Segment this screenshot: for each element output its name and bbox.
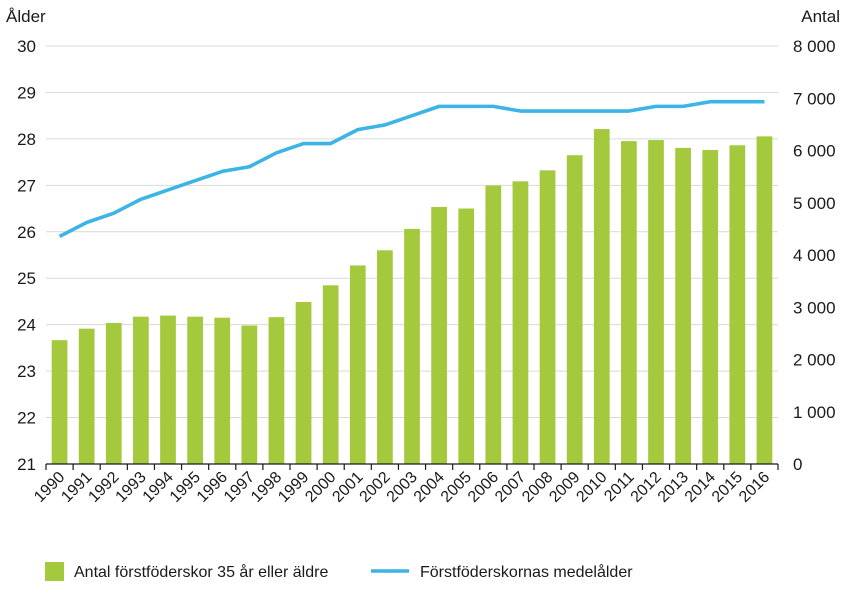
bar xyxy=(512,181,529,464)
bar xyxy=(160,315,176,464)
left-tick-label: 24 xyxy=(17,316,36,335)
bar xyxy=(648,140,664,465)
bar xyxy=(214,317,231,464)
x-tick-label: 2005 xyxy=(438,469,475,506)
bar xyxy=(78,328,95,464)
bar xyxy=(566,155,583,464)
x-tick-label: 2013 xyxy=(655,469,692,506)
x-tick-label: 2006 xyxy=(465,469,502,506)
left-tick-label: 22 xyxy=(17,409,36,428)
left-tick-label: 21 xyxy=(17,455,36,474)
x-tick-label: 2009 xyxy=(546,469,583,506)
x-tick-label: 2002 xyxy=(357,469,394,506)
legend-bar-label: Antal förstföderskor 35 år eller äldre xyxy=(74,563,328,581)
x-tick-label: 1996 xyxy=(194,469,231,506)
x-tick-label: 1998 xyxy=(248,469,285,506)
x-tick-label: 2008 xyxy=(519,469,556,506)
right-tick-label: 2 000 xyxy=(793,351,836,370)
left-tick-label: 23 xyxy=(17,362,36,381)
x-tick-label: 2014 xyxy=(682,469,719,506)
x-tick-label: 1994 xyxy=(140,469,177,506)
right-tick-label: 6 000 xyxy=(793,142,836,161)
bar xyxy=(458,208,475,464)
x-tick-label: 1992 xyxy=(85,469,122,506)
x-tick-label: 1997 xyxy=(221,469,258,506)
bar xyxy=(621,141,637,464)
x-tick-label: 2012 xyxy=(628,469,665,506)
x-axis-ticks: 1990199119921993199419951996199719981999… xyxy=(31,464,779,506)
legend: Antal förstföderskor 35 år eller äldre F… xyxy=(45,562,633,581)
bar xyxy=(322,285,339,464)
bar xyxy=(404,228,420,464)
right-axis-tick-labels: 0 1 000 2 000 3 000 4 000 5 000 6 000 7 000 8 00… xyxy=(793,37,836,474)
legend-bar-swatch xyxy=(45,562,64,581)
x-tick-label: 2010 xyxy=(573,469,610,506)
line-series xyxy=(58,99,765,239)
bar xyxy=(702,149,719,465)
bar xyxy=(133,316,149,464)
left-tick-label: 25 xyxy=(17,269,36,288)
right-axis-title: Antal xyxy=(801,7,840,26)
left-tick-label: 29 xyxy=(17,83,36,102)
bar xyxy=(539,170,556,465)
bar xyxy=(349,265,366,464)
bar xyxy=(51,340,68,464)
right-tick-label: 5 000 xyxy=(793,194,836,213)
right-tick-label: 8 000 xyxy=(793,37,836,56)
x-tick-label: 1999 xyxy=(275,469,312,506)
x-tick-label: 1990 xyxy=(31,469,68,506)
bar-series xyxy=(51,129,773,465)
bar xyxy=(593,129,610,464)
x-tick-label: 1993 xyxy=(113,469,150,506)
x-tick-label: 2003 xyxy=(384,469,421,506)
right-tick-label: 3 000 xyxy=(793,298,836,317)
bar xyxy=(295,302,312,464)
x-tick-label: 2000 xyxy=(302,469,339,506)
bar xyxy=(105,322,122,464)
bar xyxy=(187,316,203,464)
bar xyxy=(756,136,773,464)
x-tick-label: 2007 xyxy=(492,469,529,506)
left-axis-tick-labels: 21 22 23 24 25 26 27 28 29 30 xyxy=(17,37,36,474)
x-tick-label: 2016 xyxy=(736,469,773,506)
x-tick-label: 2015 xyxy=(709,469,746,506)
x-tick-label: 1991 xyxy=(58,469,95,506)
bar xyxy=(485,185,502,464)
left-axis-title: Ålder xyxy=(6,7,46,26)
bar xyxy=(268,317,285,464)
right-tick-label: 1 000 xyxy=(793,403,836,422)
right-tick-label: 7 000 xyxy=(793,89,836,108)
left-tick-label: 26 xyxy=(17,223,36,242)
bar xyxy=(675,147,691,464)
x-tick-label: 1995 xyxy=(167,469,204,506)
left-tick-label: 27 xyxy=(17,176,36,195)
bar xyxy=(729,145,746,464)
right-tick-label: 4 000 xyxy=(793,246,836,265)
right-tick-label: 0 xyxy=(793,455,802,474)
bar xyxy=(377,250,393,464)
left-tick-label: 30 xyxy=(17,37,36,56)
bar xyxy=(241,325,258,464)
x-tick-label: 2001 xyxy=(329,469,366,506)
left-tick-label: 28 xyxy=(17,130,36,149)
bar xyxy=(431,206,447,464)
legend-line-label: Förstföderskornas medelålder xyxy=(420,563,633,581)
x-tick-label: 2004 xyxy=(411,469,448,506)
